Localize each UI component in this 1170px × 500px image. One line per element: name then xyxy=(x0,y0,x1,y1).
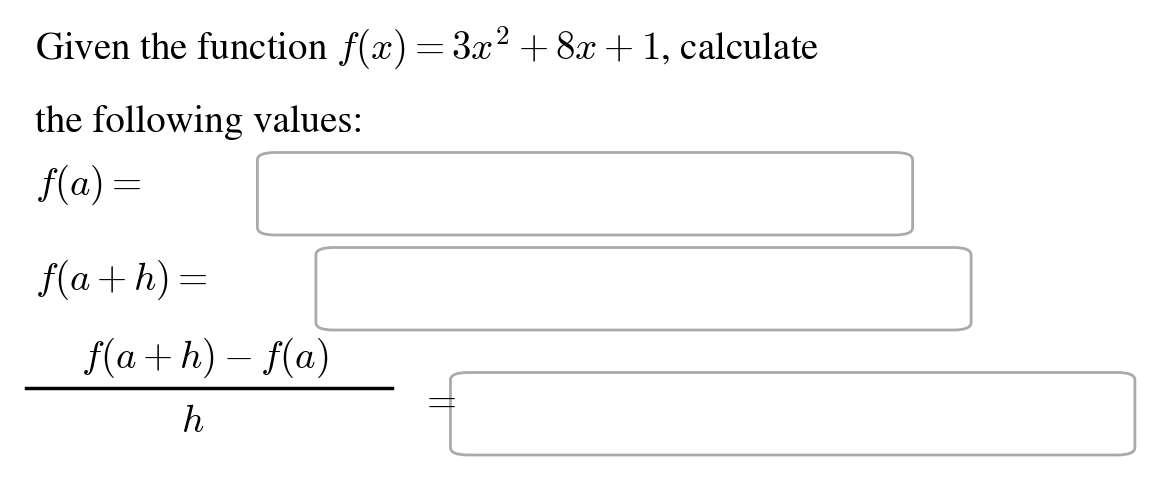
Text: the following values:: the following values: xyxy=(35,105,364,140)
FancyBboxPatch shape xyxy=(257,152,913,235)
Text: Given the function $f(x) = 3x^2 + 8x + 1$, calculate: Given the function $f(x) = 3x^2 + 8x + 1… xyxy=(35,25,819,72)
Text: $f(a + h) =$: $f(a + h) =$ xyxy=(35,258,208,302)
Text: $f(a) =$: $f(a) =$ xyxy=(35,163,142,207)
Text: $f(a + h) - f(a)$: $f(a + h) - f(a)$ xyxy=(81,336,329,380)
FancyBboxPatch shape xyxy=(450,372,1135,455)
Text: $h$: $h$ xyxy=(181,405,205,440)
FancyBboxPatch shape xyxy=(316,248,971,330)
Text: $=$: $=$ xyxy=(420,385,457,420)
